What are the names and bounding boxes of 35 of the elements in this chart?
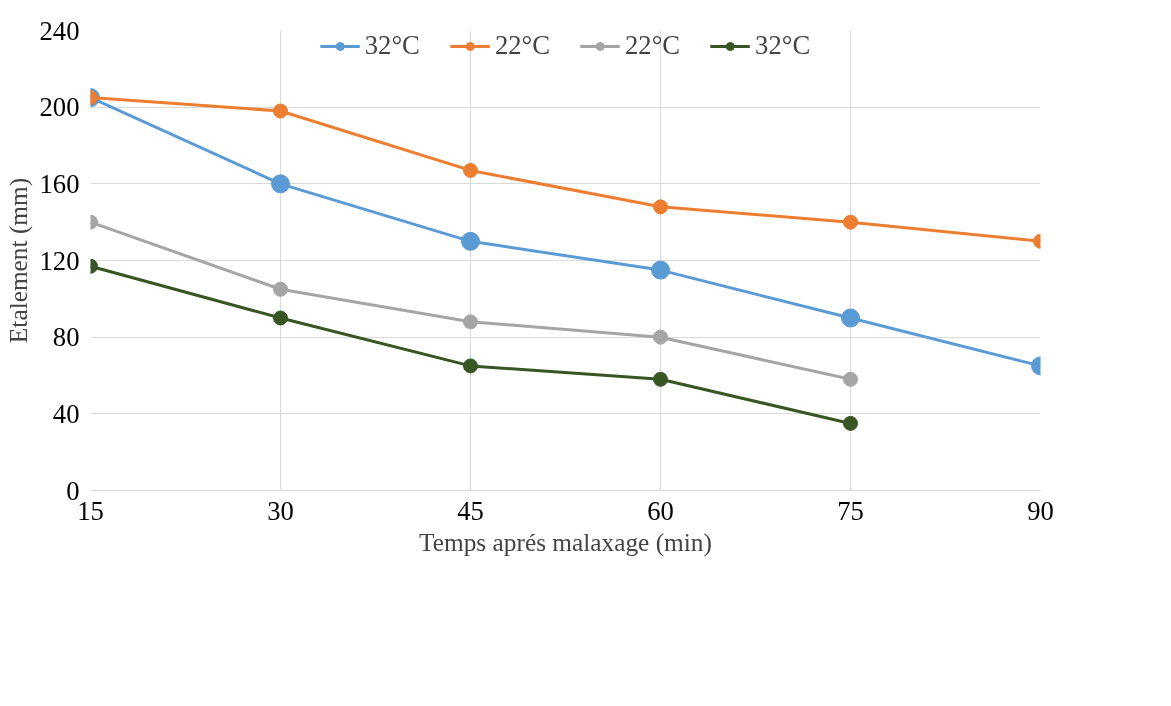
x-tick-label: 75 xyxy=(837,495,864,526)
point xyxy=(843,415,858,431)
legend-label: 32°C xyxy=(755,30,811,61)
y-tick-label: 80 xyxy=(52,322,80,353)
y-tick-label: 40 xyxy=(52,398,80,429)
x-tick-label: 15 xyxy=(77,495,104,526)
x-tick-label: 30 xyxy=(267,495,294,526)
point xyxy=(841,308,860,328)
legend-label: 22°C xyxy=(625,30,681,61)
y-axis-title: Etalement (mm) xyxy=(3,177,33,344)
point xyxy=(653,199,668,215)
point xyxy=(651,260,670,280)
legend-label: 32°C xyxy=(364,30,420,61)
point xyxy=(653,329,668,345)
point xyxy=(843,214,858,230)
point xyxy=(463,314,478,330)
y-tick-label: 0 xyxy=(66,475,80,506)
point xyxy=(463,358,478,374)
x-tick-label: 90 xyxy=(1027,495,1054,526)
point xyxy=(271,174,290,194)
point xyxy=(653,371,668,387)
y-tick-label: 120 xyxy=(39,245,80,276)
x-tick-label: 45 xyxy=(457,495,484,526)
legend-label: 22°C xyxy=(494,30,550,61)
point xyxy=(843,371,858,387)
point xyxy=(463,162,478,178)
x-axis-title: Temps aprés malaxage (min) xyxy=(419,527,712,557)
point xyxy=(273,310,288,326)
x-tick-label: 60 xyxy=(647,495,674,526)
y-tick-label: 200 xyxy=(39,92,80,123)
y-tick-label: 240 xyxy=(39,15,80,46)
point xyxy=(273,103,288,119)
point xyxy=(461,231,480,251)
point xyxy=(273,281,288,297)
y-tick-label: 160 xyxy=(39,168,80,199)
